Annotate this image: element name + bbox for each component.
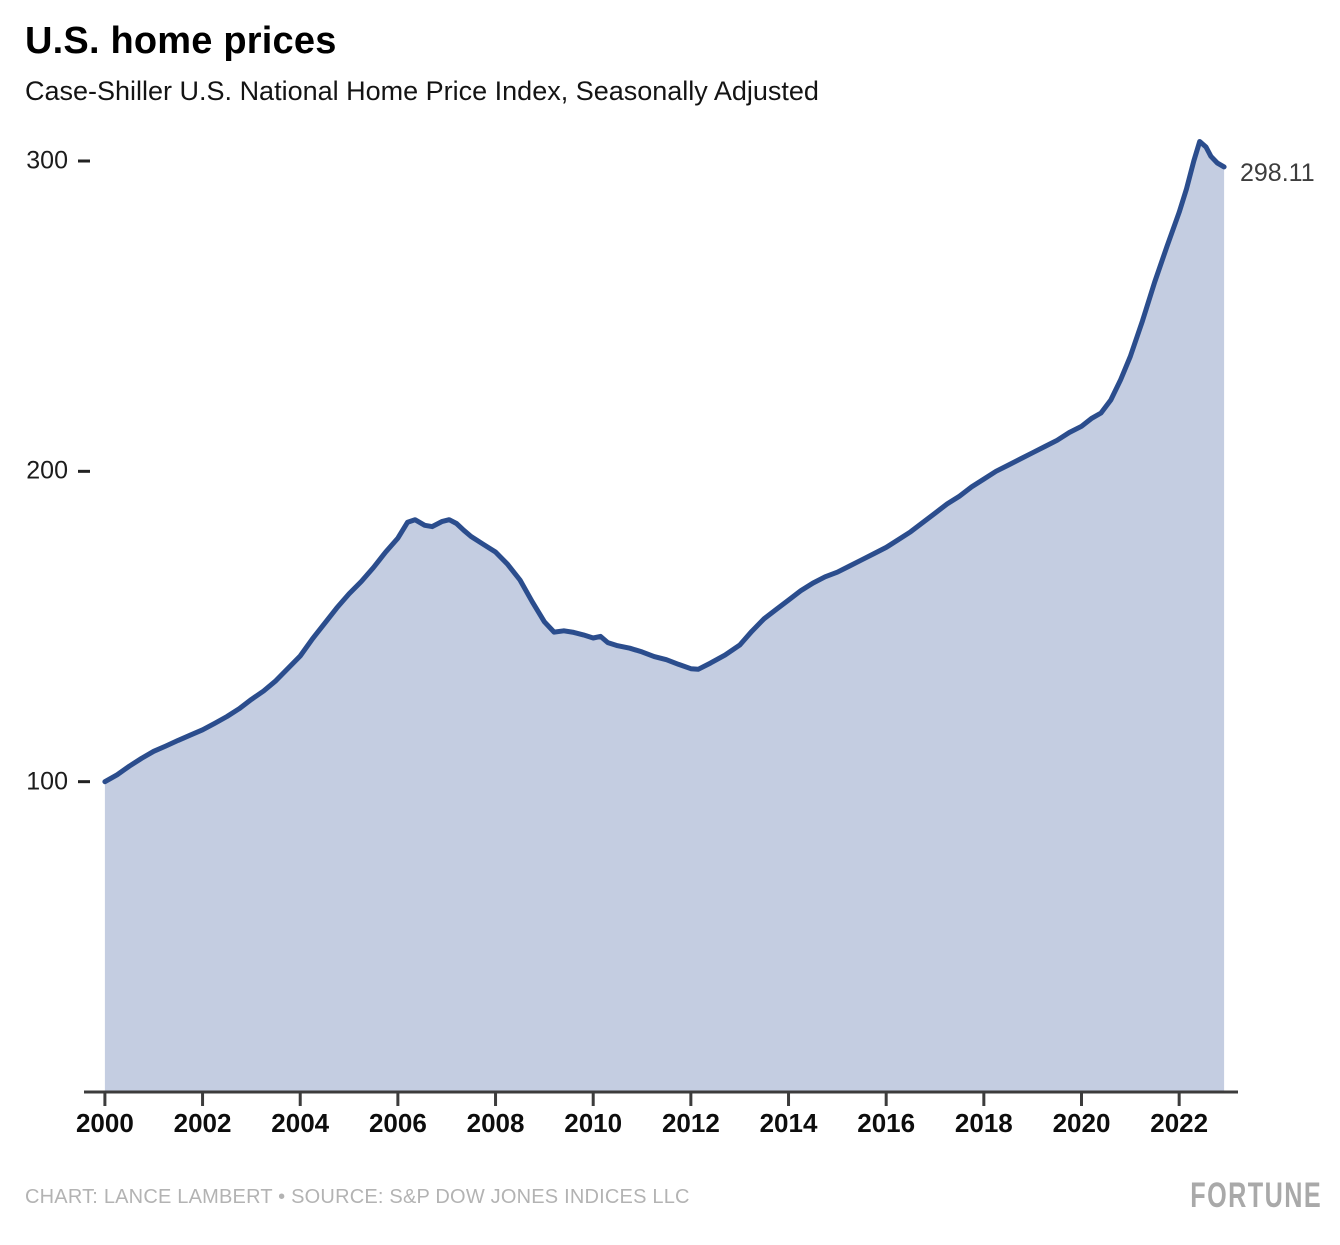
chart-credit: CHART: LANCE LAMBERT • SOURCE: S&P DOW J…	[25, 1186, 690, 1208]
page-title: U.S. home prices	[25, 20, 337, 62]
fortune-logo: FORTUNE	[1190, 1176, 1322, 1215]
x-tick-label: 2004	[271, 1108, 330, 1138]
x-tick-label: 2002	[173, 1108, 232, 1138]
y-tick-label: 200	[26, 456, 68, 485]
x-tick-label: 2010	[564, 1108, 623, 1138]
x-tick-label: 2000	[75, 1108, 134, 1138]
x-tick-label: 2008	[466, 1108, 525, 1138]
price-area-fill	[104, 141, 1225, 1092]
x-tick-label: 2020	[1052, 1108, 1111, 1138]
x-tick-label: 2012	[661, 1108, 720, 1138]
page-subtitle: Case-Shiller U.S. National Home Price In…	[25, 76, 819, 106]
x-tick-label: 2016	[857, 1108, 916, 1138]
price-line	[102, 139, 1227, 785]
x-tick-label: 2018	[954, 1108, 1013, 1138]
x-tick-label: 2006	[368, 1108, 427, 1138]
latest-value-label: 298.11	[1240, 159, 1315, 187]
x-tick-label: 2022	[1150, 1108, 1209, 1138]
x-tick-label: 2014	[759, 1108, 818, 1138]
y-tick-label: 100	[26, 767, 68, 796]
y-tick-label: 300	[26, 146, 68, 175]
